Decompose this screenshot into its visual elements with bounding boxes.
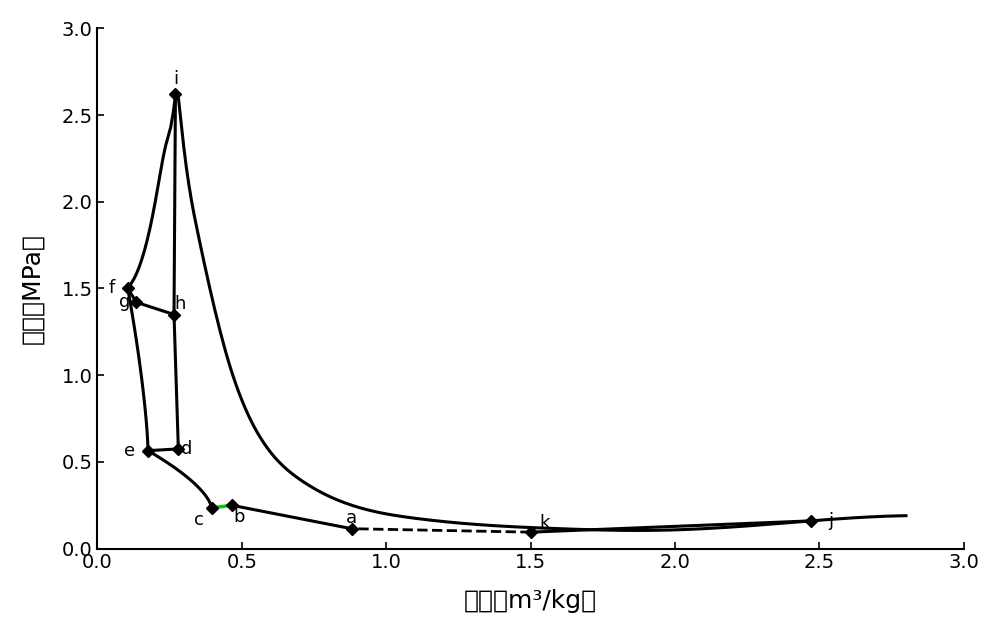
Y-axis label: 压力（MPa）: 压力（MPa） (21, 233, 45, 344)
Text: b: b (233, 508, 245, 526)
X-axis label: 比容（m³/kg）: 比容（m³/kg） (464, 589, 597, 613)
Text: a: a (346, 509, 357, 527)
Text: h: h (174, 295, 185, 313)
Text: g: g (119, 294, 131, 311)
Text: d: d (181, 440, 193, 458)
Text: f: f (109, 280, 115, 297)
Text: i: i (173, 70, 178, 87)
Text: k: k (540, 514, 550, 533)
Text: c: c (194, 511, 203, 529)
Text: e: e (124, 442, 135, 460)
Text: j: j (828, 512, 833, 530)
